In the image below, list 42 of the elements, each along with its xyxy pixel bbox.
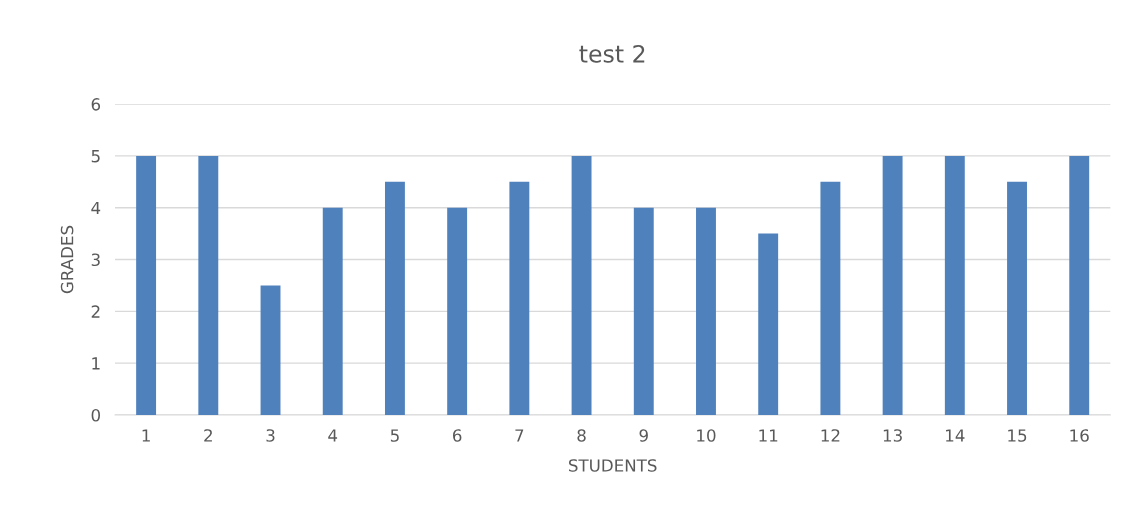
y-tick-label: 5 (91, 150, 100, 163)
y-axis-title: GRADES (60, 225, 74, 294)
bar (260, 285, 281, 415)
bar (633, 207, 654, 415)
bar (509, 181, 530, 415)
y-tick-label: 4 (91, 201, 101, 215)
x-tick-label: 12 (821, 429, 840, 442)
bar (1007, 181, 1027, 415)
y-tick-label: 6 (91, 98, 101, 111)
bar (944, 155, 965, 415)
bar (1069, 155, 1090, 415)
y-tick-label: 0 (91, 408, 100, 422)
x-tick-label: 3 (266, 429, 275, 442)
x-tick-label: 13 (883, 429, 902, 442)
y-tick-label: 3 (91, 253, 100, 267)
x-tick-label: 11 (759, 429, 778, 442)
x-tick-label: 5 (390, 429, 399, 442)
x-tick-label: 10 (697, 429, 716, 442)
bar (571, 155, 592, 415)
bar (198, 155, 219, 415)
bar (447, 207, 468, 415)
x-tick-label: 9 (639, 429, 648, 442)
bar (322, 207, 343, 415)
bar (820, 181, 841, 415)
x-tick-label: 15 (1008, 429, 1027, 442)
x-tick-label: 4 (328, 429, 338, 442)
x-axis-title: STUDENTS (568, 459, 657, 472)
bar (882, 155, 903, 415)
y-tick-label: 2 (91, 305, 100, 318)
x-tick-label: 7 (515, 429, 524, 442)
bar (758, 233, 779, 415)
chart-title: test 2 (579, 44, 645, 63)
bar (136, 155, 157, 415)
x-tick-label: 6 (453, 429, 462, 442)
x-tick-label: 16 (1070, 429, 1089, 442)
x-tick-label: 8 (577, 429, 586, 442)
y-tick-label: 1 (92, 357, 100, 370)
x-tick-label: 14 (946, 429, 965, 442)
x-tick-label: 1 (142, 429, 150, 442)
bar (384, 181, 405, 415)
x-tick-label: 2 (204, 429, 212, 442)
bar (696, 207, 716, 415)
